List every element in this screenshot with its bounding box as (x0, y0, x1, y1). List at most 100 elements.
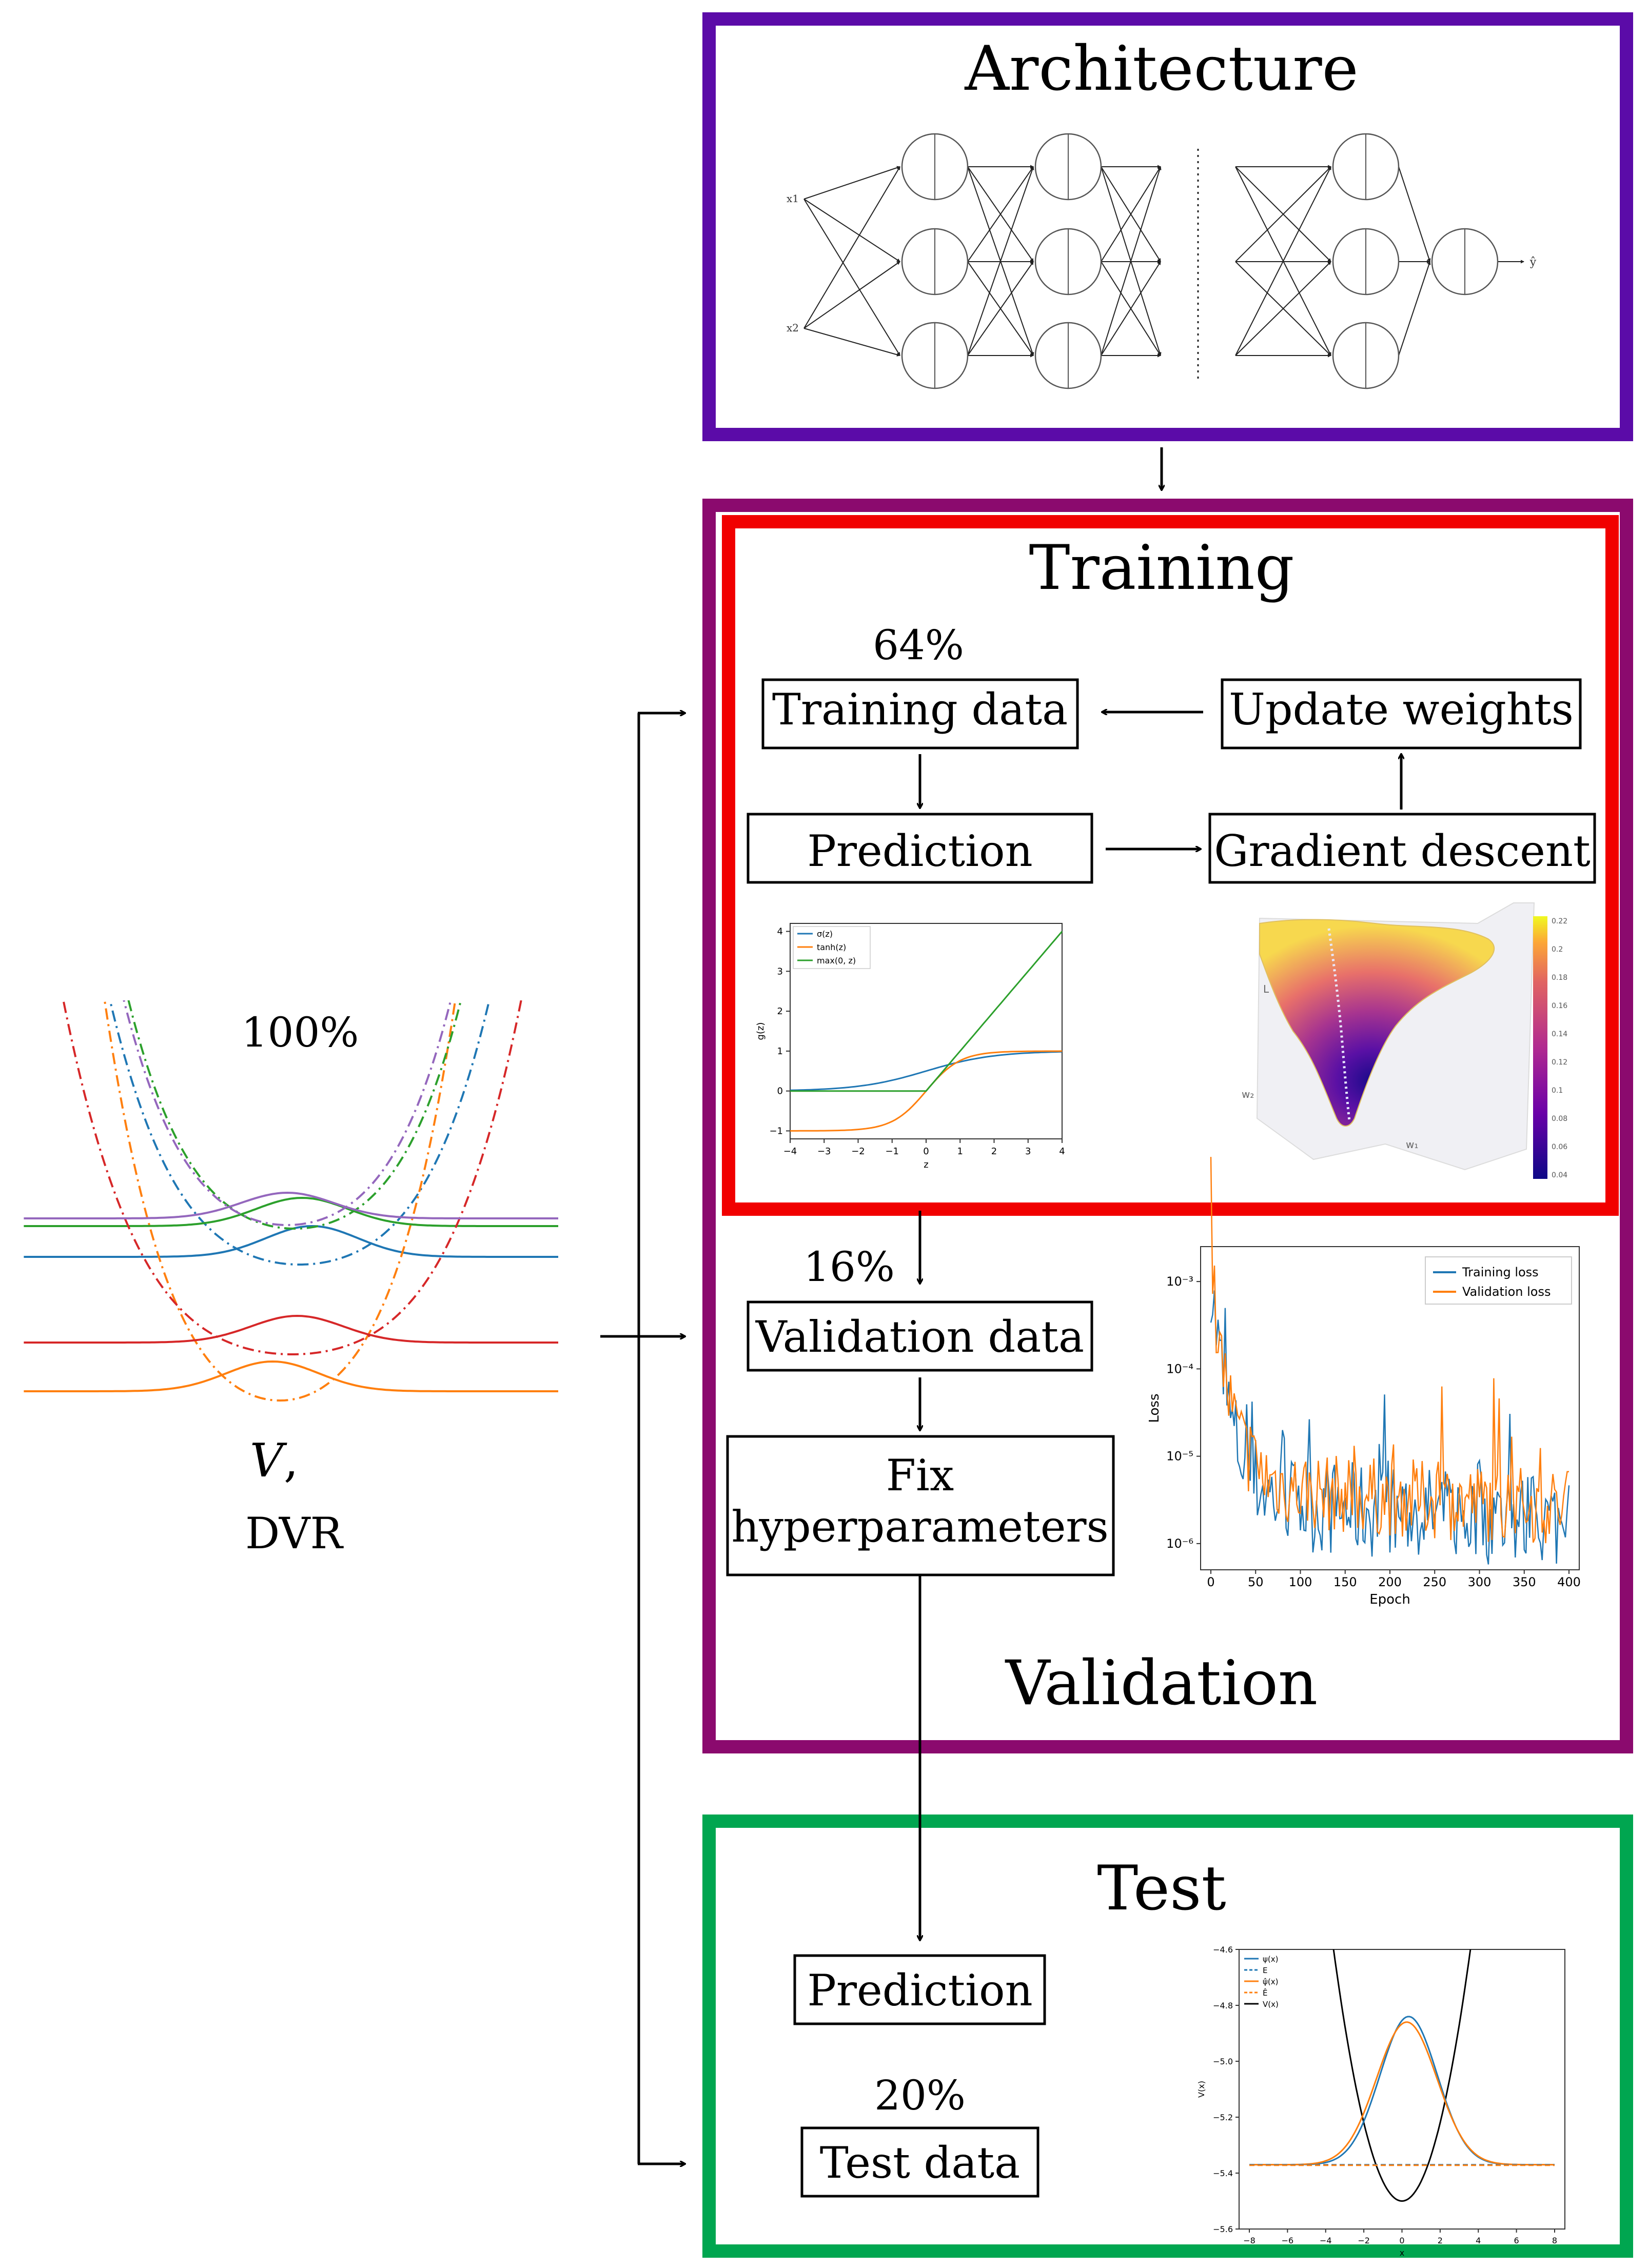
wavefunction-1 (24, 1360, 558, 1392)
colorbar-tick: 0.16 (1552, 1002, 1567, 1010)
data-percent: 100% (242, 1009, 359, 1056)
edge (1235, 261, 1331, 356)
potential-1 (103, 1000, 457, 1402)
colorbar-tick: 0.04 (1552, 1171, 1567, 1179)
edge (1235, 166, 1331, 356)
validation-title: Validation (1005, 1648, 1318, 1719)
validation-percent: 16% (803, 1243, 895, 1291)
plot-frame (790, 923, 1063, 1139)
legend-label: tanh(z) (817, 942, 846, 952)
update-weights-label: Update weights (1229, 684, 1574, 735)
y-tick-label: 10⁻³ (1166, 1274, 1193, 1289)
output-label: ŷ (1529, 256, 1537, 269)
y-tick-label: 10⁻⁵ (1166, 1449, 1193, 1464)
y-tick-label: −5.4 (1213, 2168, 1233, 2178)
potential-0 (109, 1000, 491, 1266)
x-tick-label: 4 (1059, 1146, 1065, 1157)
gradient-descent-box (1208, 813, 1596, 884)
edge (803, 328, 900, 357)
colorbar (1533, 916, 1547, 1179)
series-training-loss (1210, 1290, 1570, 1565)
legend-label: Ê (1263, 1988, 1267, 1998)
x-axis-label: Epoch (1369, 1592, 1410, 1607)
edge (803, 199, 900, 262)
label-dvr: DVR (245, 1508, 344, 1559)
colorbar-tick: 0.12 (1552, 1058, 1567, 1067)
y-tick-label: 0 (777, 1086, 783, 1097)
label-v-comma: , (284, 1434, 299, 1488)
x-tick-label: −1 (885, 1146, 899, 1157)
architecture-frame (702, 12, 1633, 441)
legend-label: Validation loss (1462, 1285, 1551, 1299)
prediction-box (747, 813, 1093, 884)
potentials-plot (24, 1000, 558, 1402)
x-tick-label: −4 (783, 1146, 797, 1157)
x-tick-label: 2 (1438, 2236, 1443, 2245)
x-tick-label: 200 (1378, 1575, 1402, 1589)
training-percent: 64% (873, 621, 964, 669)
y-axis-label: V(x) (1196, 2081, 1206, 2098)
x-tick-label: −8 (1243, 2236, 1255, 2245)
label-v: V (250, 1434, 287, 1488)
x-tick-label: −2 (1358, 2236, 1370, 2245)
colorbar-tick: 0.08 (1552, 1115, 1567, 1123)
surface-axis-l: L (1263, 983, 1269, 995)
x-tick-label: 8 (1552, 2236, 1557, 2245)
loss-curves-plot: 0 50 100 150 200 250 300 350 400 10⁻³ 10⁻⁴ 10⁻⁵ 10⁻⁶… (1147, 1157, 1581, 1607)
edge (1101, 166, 1161, 262)
y-tick-label: 4 (777, 926, 783, 937)
x-tick-label: 0 (1399, 2236, 1404, 2245)
edge (803, 199, 900, 356)
potential-4 (123, 1000, 452, 1227)
potential-2 (127, 1000, 462, 1230)
surface-axis-w2: w₂ (1242, 1088, 1254, 1100)
fix-hyperparameters-box (726, 1435, 1115, 1576)
x-tick-label: 250 (1423, 1575, 1446, 1589)
series-sigmoid (790, 1051, 1063, 1091)
series-potential (1332, 1949, 1472, 2202)
y-tick-label: −5.0 (1213, 2057, 1233, 2066)
y-axis-label: Loss (1147, 1393, 1162, 1423)
y-tick-label: −5.2 (1213, 2113, 1233, 2122)
test-prediction-box (793, 1954, 1046, 2025)
y-axis-label: g(z) (755, 1022, 766, 1040)
y-tick-label: 3 (777, 966, 783, 977)
legend-label: E (1263, 1966, 1267, 1975)
x-tick-label: −2 (851, 1146, 865, 1157)
edge (1235, 166, 1331, 262)
fix-label-line1: Fix (886, 1450, 954, 1501)
edge (1101, 166, 1162, 356)
y-tick-label: −4.8 (1213, 2001, 1233, 2010)
x-tick-label: 1 (957, 1146, 963, 1157)
colorbar-tick: 0.2 (1552, 945, 1563, 954)
series-relu (790, 931, 1063, 1092)
training-data-label: Training data (772, 684, 1068, 735)
x-tick-label: 0 (1207, 1575, 1214, 1589)
potential-3 (62, 1000, 522, 1355)
x-tick-label: 350 (1513, 1575, 1536, 1589)
wavefunction-2 (24, 1196, 558, 1227)
y-tick-label: 1 (777, 1046, 783, 1057)
colorbar-tick: 0.06 (1552, 1143, 1567, 1151)
edge (803, 166, 900, 200)
x-tick-label: 150 (1333, 1575, 1357, 1589)
x-tick-label: −6 (1282, 2236, 1294, 2245)
gradient-descent-label: Gradient descent (1214, 826, 1591, 876)
legend-label: V(x) (1263, 2000, 1279, 2009)
y-tick-label: 10⁻⁴ (1166, 1362, 1193, 1376)
test-percent: 20% (874, 2072, 966, 2119)
training-title: Training (1029, 533, 1294, 604)
y-tick-label: −4.6 (1213, 1945, 1233, 1955)
x-tick-label: 50 (1248, 1575, 1264, 1589)
wavefunction-0 (24, 1225, 558, 1258)
architecture-title: Architecture (964, 33, 1358, 105)
training-frame (722, 515, 1619, 1216)
edge (803, 261, 900, 329)
test-data-label: Test data (820, 2138, 1020, 2188)
legend-box (793, 926, 871, 969)
x-tick-label: 3 (1025, 1146, 1031, 1157)
x-tick-label: 4 (1476, 2236, 1481, 2245)
y-tick-label: −1 (769, 1126, 783, 1136)
wavefunction-plot: −8 −6 −4 −2 0 2 4 6 8 −4.6 −4.8 −5.0 −5.2 −5.4 −5.6 x V(… (1196, 1945, 1565, 2258)
validation-frame (702, 499, 1633, 1753)
